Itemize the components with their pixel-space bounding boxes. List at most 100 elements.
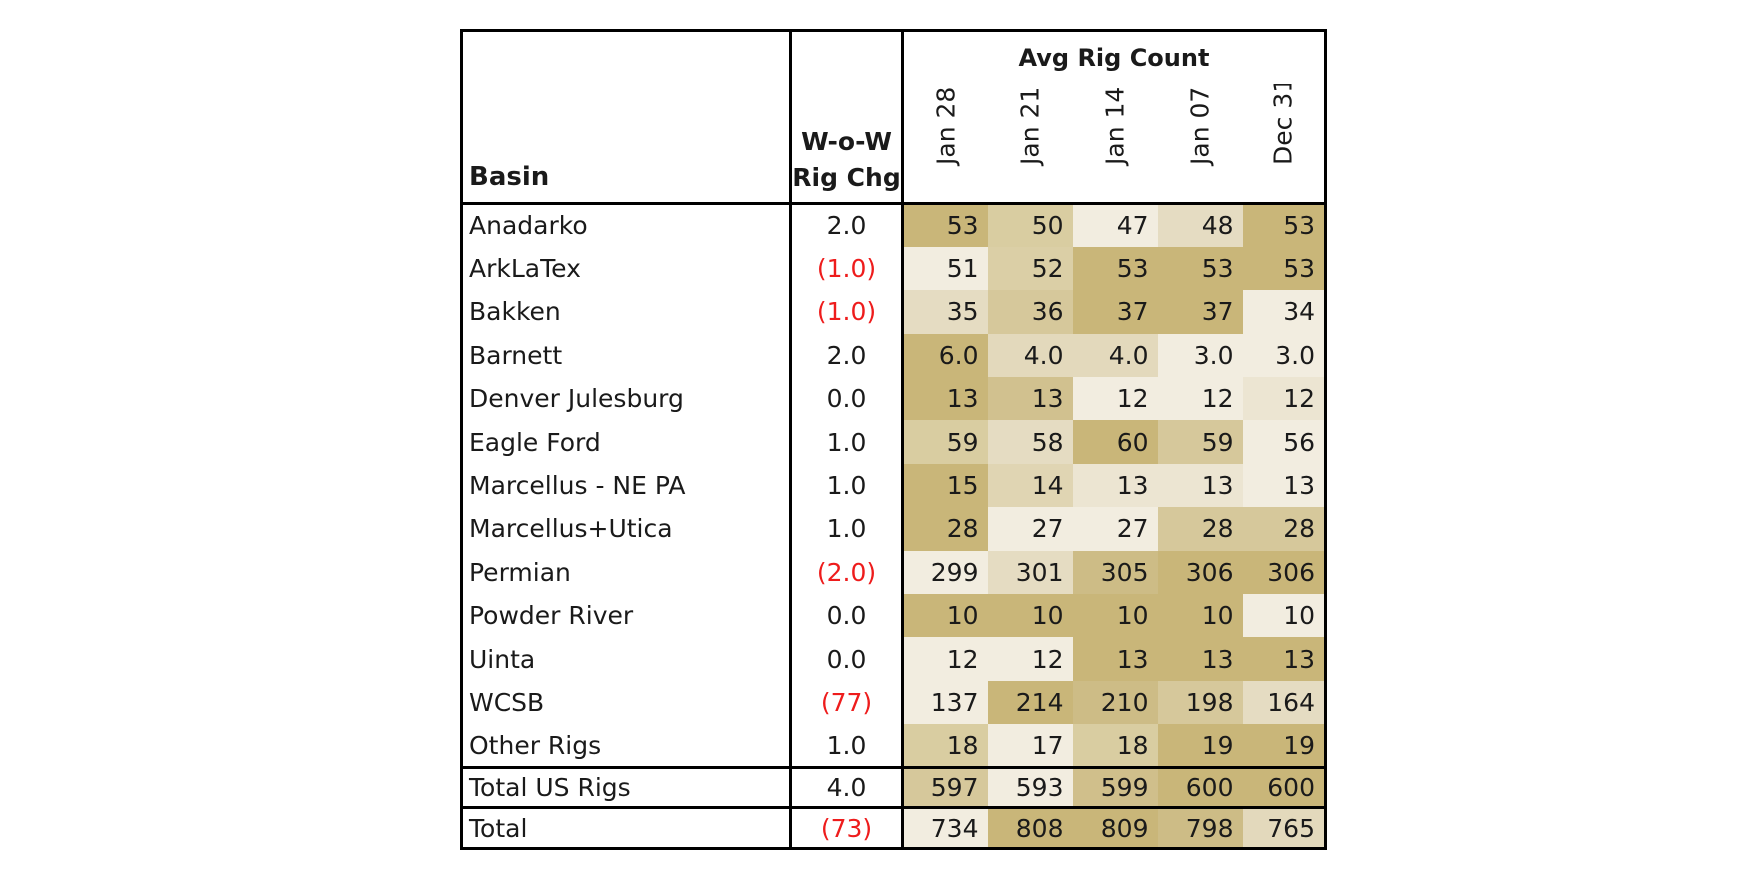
rig-count-cell: 12 xyxy=(1072,377,1158,421)
rig-count-cell: 299 xyxy=(902,550,988,595)
date-header-dec31: Dec 31 xyxy=(1243,84,1326,204)
rig-count-cell: 6.0 xyxy=(902,333,988,378)
rig-count-cell: 809 xyxy=(1072,806,1158,849)
wow-change-cell: (1.0) xyxy=(790,246,904,291)
basin-name-cell: Total US Rigs xyxy=(461,766,792,808)
date-header-label: Jan 21 xyxy=(1015,86,1045,165)
basin-name-cell: Powder River xyxy=(461,594,792,638)
basin-row: Uinta 0.0 12 12 13 13 13 xyxy=(461,637,1326,681)
rig-count-cell: 10 xyxy=(1157,594,1243,638)
rig-count-cell: 301 xyxy=(987,550,1073,595)
rig-count-cell: 13 xyxy=(1242,463,1326,508)
basin-name-cell: Marcellus+Utica xyxy=(461,507,792,551)
wow-change-cell: (2.0) xyxy=(790,550,904,595)
rig-count-cell: 593 xyxy=(987,766,1073,808)
rig-count-cell: 4.0 xyxy=(987,333,1073,378)
basin-name-cell: Other Rigs xyxy=(461,724,792,768)
wow-change-header-line1: W-o-W xyxy=(801,127,892,156)
basin-row: WCSB (77) 137 214 210 198 164 xyxy=(461,680,1326,725)
rig-count-cell: 53 xyxy=(1242,201,1326,247)
rig-count-cell: 137 xyxy=(902,680,988,725)
rig-count-cell: 3.0 xyxy=(1157,333,1243,378)
rig-count-cell: 35 xyxy=(902,290,988,334)
total-row: Total (73) 734 808 809 798 765 xyxy=(461,806,1326,849)
rig-count-cell: 210 xyxy=(1072,680,1158,725)
basin-row: Marcellus - NE PA 1.0 15 14 13 13 13 xyxy=(461,463,1326,508)
rig-count-cell: 58 xyxy=(987,420,1073,464)
rig-count-cell: 808 xyxy=(987,806,1073,849)
rig-count-cell: 34 xyxy=(1242,290,1326,334)
rig-count-cell: 600 xyxy=(1157,766,1243,808)
rig-count-cell: 13 xyxy=(902,377,988,421)
rig-count-cell: 37 xyxy=(1072,290,1158,334)
rig-count-cell: 12 xyxy=(1242,377,1326,421)
basin-name-cell: Uinta xyxy=(461,637,792,681)
date-header-jan21: Jan 21 xyxy=(988,84,1073,204)
rig-count-cell: 306 xyxy=(1242,550,1326,595)
date-header-label: Jan 28 xyxy=(931,86,961,165)
rig-count-cell: 600 xyxy=(1242,766,1326,808)
rig-count-cell: 306 xyxy=(1157,550,1243,595)
basin-name-cell: Denver Julesburg xyxy=(461,377,792,421)
rig-count-cell: 27 xyxy=(1072,507,1158,551)
basin-name-cell: Anadarko xyxy=(461,201,792,247)
wow-change-cell: 2.0 xyxy=(790,201,904,247)
rig-count-cell: 59 xyxy=(1157,420,1243,464)
wow-change-cell: (1.0) xyxy=(790,290,904,334)
wow-change-cell: (77) xyxy=(790,680,904,725)
basin-row: Powder River 0.0 10 10 10 10 10 xyxy=(461,594,1326,638)
rig-count-cell: 17 xyxy=(987,724,1073,768)
rig-count-cell: 37 xyxy=(1157,290,1243,334)
rig-count-cell: 12 xyxy=(987,637,1073,681)
rig-count-cell: 19 xyxy=(1242,724,1326,768)
basin-name-cell: Total xyxy=(461,806,792,849)
rig-count-cell: 52 xyxy=(987,246,1073,291)
basin-row: Anadarko 2.0 53 50 47 48 53 xyxy=(461,201,1326,247)
basin-name-cell: Barnett xyxy=(461,333,792,378)
basin-name-cell: Eagle Ford xyxy=(461,420,792,464)
rig-count-cell: 53 xyxy=(1157,246,1243,291)
header-row-top: Basin W-o-W Rig Chg Avg Rig Count xyxy=(461,30,1326,204)
rig-count-cell: 28 xyxy=(902,507,988,551)
basin-row: Barnett 2.0 6.0 4.0 4.0 3.0 3.0 xyxy=(461,333,1326,378)
basin-row: Eagle Ford 1.0 59 58 60 59 56 xyxy=(461,420,1326,464)
date-header-jan14: Jan 14 xyxy=(1073,84,1158,204)
basin-row: Permian (2.0) 299 301 305 306 306 xyxy=(461,550,1326,595)
rig-count-cell: 10 xyxy=(1072,594,1158,638)
rig-count-cell: 798 xyxy=(1157,806,1243,849)
basin-row: Denver Julesburg 0.0 13 13 12 12 12 xyxy=(461,377,1326,421)
rig-count-cell: 10 xyxy=(987,594,1073,638)
rig-count-cell: 53 xyxy=(1072,246,1158,291)
rig-count-cell: 10 xyxy=(1242,594,1326,638)
basin-row: Marcellus+Utica 1.0 28 27 27 28 28 xyxy=(461,507,1326,551)
date-header-label: Dec 31 xyxy=(1268,83,1298,166)
rig-count-cell: 60 xyxy=(1072,420,1158,464)
rig-count-cell: 18 xyxy=(1072,724,1158,768)
rig-count-cell: 198 xyxy=(1157,680,1243,725)
basin-row: Bakken (1.0) 35 36 37 37 34 xyxy=(461,290,1326,334)
rig-count-cell: 765 xyxy=(1242,806,1326,849)
rig-count-cell: 734 xyxy=(902,806,988,849)
wow-change-cell: 0.0 xyxy=(790,637,904,681)
wow-change-cell: 4.0 xyxy=(790,766,904,808)
rig-count-cell: 36 xyxy=(987,290,1073,334)
rig-count-cell: 13 xyxy=(1072,637,1158,681)
avg-rig-count-group-header: Avg Rig Count xyxy=(1018,43,1210,72)
basin-name-cell: Permian xyxy=(461,550,792,595)
rig-count-cell: 599 xyxy=(1072,766,1158,808)
wow-change-cell: 0.0 xyxy=(790,594,904,638)
rig-count-cell: 18 xyxy=(902,724,988,768)
rig-count-cell: 56 xyxy=(1242,420,1326,464)
rig-count-cell: 28 xyxy=(1157,507,1243,551)
rig-count-cell: 51 xyxy=(902,246,988,291)
basin-name-cell: Marcellus - NE PA xyxy=(461,463,792,508)
rig-count-cell: 14 xyxy=(987,463,1073,508)
rig-count-cell: 13 xyxy=(1157,637,1243,681)
rig-count-cell: 15 xyxy=(902,463,988,508)
wow-change-cell: 1.0 xyxy=(790,463,904,508)
rig-count-cell: 597 xyxy=(902,766,988,808)
wow-change-cell: (73) xyxy=(790,806,904,849)
wow-change-column-header: W-o-W Rig Chg xyxy=(790,30,904,204)
total-us-rigs-row: Total US Rigs 4.0 597 593 599 600 600 xyxy=(461,766,1326,808)
basin-name-cell: WCSB xyxy=(461,680,792,725)
